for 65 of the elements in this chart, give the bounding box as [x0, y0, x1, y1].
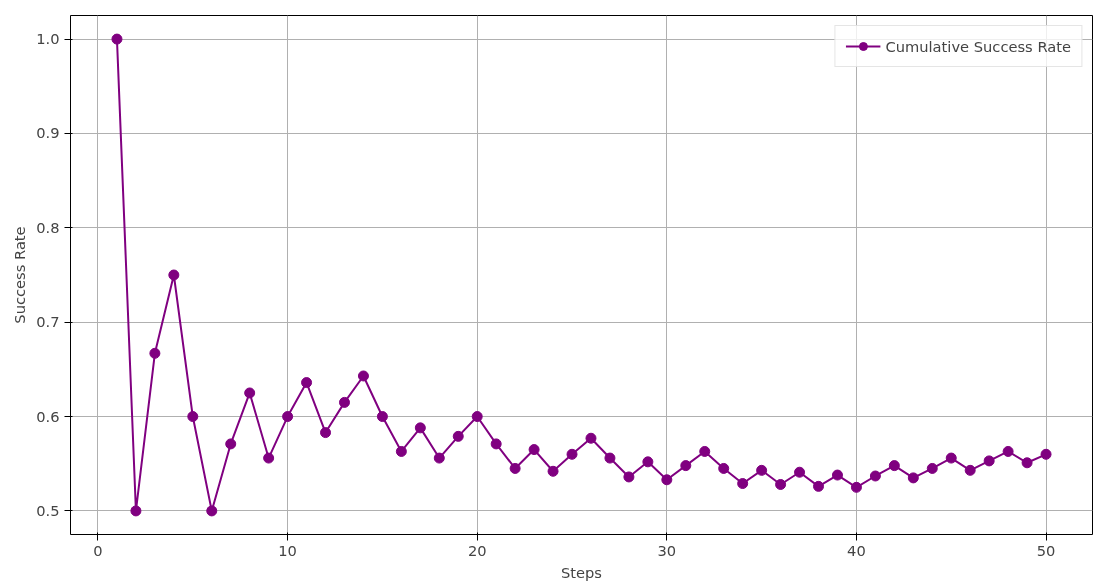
point: [338, 396, 350, 408]
point: [1021, 457, 1033, 469]
point: [1040, 448, 1052, 460]
point: [907, 472, 919, 484]
point: [357, 370, 369, 382]
point: [813, 480, 825, 492]
y-tick-label: 0.6: [36, 407, 60, 425]
y-tick-label: 0.7: [36, 313, 60, 331]
y-tick-label: 0.8: [36, 218, 60, 236]
point: [680, 460, 692, 472]
point: [187, 411, 199, 423]
y-tick-label: 1.0: [36, 30, 60, 48]
point: [869, 470, 881, 482]
point: [301, 377, 313, 389]
point: [945, 452, 957, 464]
point: [888, 460, 900, 472]
point: [244, 387, 256, 399]
point: [983, 455, 995, 467]
point: [566, 448, 578, 460]
point: [964, 464, 976, 476]
point: [661, 474, 673, 486]
point: [831, 469, 843, 481]
point: [263, 452, 275, 464]
point: [452, 430, 464, 442]
point: [528, 444, 540, 456]
x-axis-title: Steps: [561, 563, 603, 581]
x-tick-label: 10: [278, 541, 297, 559]
point: [926, 462, 938, 474]
legend-label: Cumulative Success Rate: [885, 37, 1071, 55]
point: [130, 505, 142, 517]
point: [850, 481, 862, 493]
point: [395, 445, 407, 457]
point: [1002, 445, 1014, 457]
point: [604, 452, 616, 464]
point: [168, 269, 180, 281]
point: [376, 411, 388, 423]
x-tick-label: 30: [657, 541, 677, 559]
point: [206, 505, 218, 517]
y-axis-title: Success Rate: [11, 226, 29, 324]
point: [490, 438, 502, 450]
point: [547, 465, 559, 477]
point: [282, 411, 294, 423]
point: [149, 347, 161, 359]
y-tick-label: 0.9: [36, 124, 60, 142]
point: [225, 438, 237, 450]
x-tick-label: 40: [847, 541, 866, 559]
point: [414, 422, 426, 434]
y-tick-label: 0.5: [36, 501, 60, 519]
x-tick-label: 50: [1036, 541, 1056, 559]
point: [471, 411, 483, 423]
x-tick-label: 0: [93, 541, 103, 559]
point: [111, 33, 123, 45]
x-tick-label: 20: [467, 541, 487, 559]
point: [699, 445, 711, 457]
point: [320, 427, 332, 439]
point: [433, 452, 445, 464]
point: [509, 462, 521, 474]
point: [794, 466, 806, 478]
point: [585, 432, 597, 444]
point: [642, 456, 654, 468]
point: [775, 479, 787, 490]
point: [737, 478, 749, 490]
point: [756, 464, 768, 476]
point: [718, 462, 730, 474]
point: [623, 471, 635, 483]
